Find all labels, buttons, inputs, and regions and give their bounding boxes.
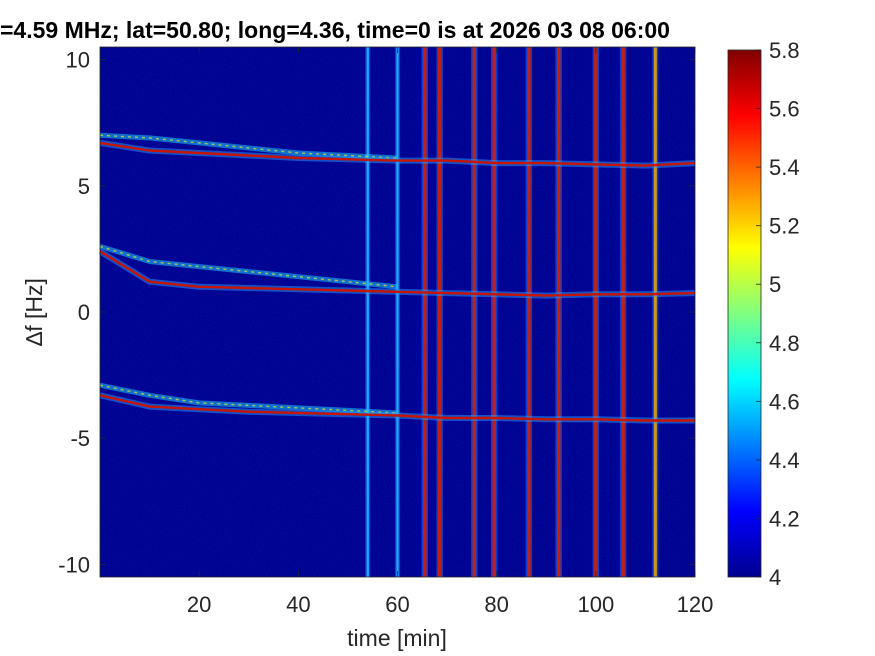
x-tick-label: 100 — [577, 592, 614, 617]
y-tick-label: 5 — [78, 174, 90, 199]
band-1 — [396, 47, 399, 577]
y-tick-label: -5 — [70, 426, 90, 451]
colorbar-tick-label: 5.6 — [769, 97, 800, 122]
colorbar-tick-label: 5.4 — [769, 155, 800, 180]
band-2 — [423, 47, 427, 577]
colorbar-tick-label: 5.8 — [769, 38, 800, 63]
band-0 — [366, 47, 369, 577]
colorbar-tick-label: 5 — [769, 272, 781, 297]
trace-2 — [99, 394, 695, 422]
y-axis-label: ∆f [Hz] — [21, 278, 47, 346]
chart-title: =4.59 MHz; lat=50.80; long=4.36, time=0 … — [0, 17, 670, 43]
trace-1 — [99, 250, 696, 297]
colorbar-tick-label: 4.2 — [769, 506, 800, 531]
x-axis-label: time [min] — [347, 625, 447, 651]
diffuse-trace-core-0 — [99, 134, 398, 159]
band-10 — [653, 47, 657, 577]
colorbar-tick-label: 4.8 — [769, 331, 800, 356]
band-3 — [437, 47, 442, 577]
band-4 — [472, 47, 477, 577]
x-tick-label: 40 — [286, 592, 310, 617]
diffuse-trace-core-2 — [99, 384, 398, 414]
diffuse-trace-core-1 — [99, 245, 398, 288]
y-tick-label: -10 — [58, 552, 90, 577]
colorbar-gradient — [727, 49, 762, 578]
x-tick-label: 20 — [187, 592, 211, 617]
vertical-bands — [365, 47, 659, 577]
colorbar-tick-label: 5.2 — [769, 214, 800, 239]
colorbar-tick-label: 4.4 — [769, 448, 800, 473]
x-tick-label: 60 — [385, 592, 409, 617]
colorbar-tick-label: 4 — [769, 565, 781, 590]
band-5 — [492, 47, 496, 577]
band-9 — [621, 47, 625, 577]
x-tick-label: 80 — [484, 592, 508, 617]
y-tick-label: 0 — [78, 300, 90, 325]
colorbar-ticks: 4 4.2 4.4 4.6 4.8 5 5.2 5.4 5.6 5.8 — [756, 38, 800, 590]
band-7 — [556, 47, 561, 577]
band-6 — [527, 47, 531, 577]
plot-area — [98, 46, 696, 578]
signal-traces — [98, 132, 696, 424]
colorbar-tick-label: 4.6 — [769, 389, 800, 414]
y-tick-label: 10 — [66, 48, 90, 73]
y-axis-ticks: -10 -5 0 5 10 — [58, 48, 695, 577]
band-8 — [594, 47, 598, 577]
trace-0 — [99, 141, 696, 167]
colorbar: 4 4.2 4.4 4.6 4.8 5 5.2 5.4 5.6 5.8 — [727, 38, 800, 590]
x-tick-label: 120 — [677, 592, 714, 617]
x-axis-ticks: 20 40 60 80 100 120 — [187, 47, 713, 617]
